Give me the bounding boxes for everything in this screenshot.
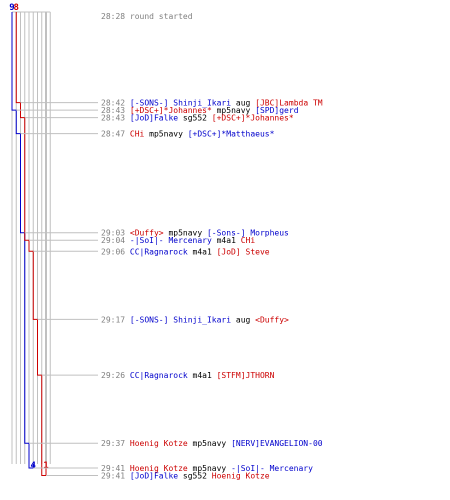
event-time: 29:26 [101,371,130,380]
event-text: Hoenig Kotze [130,439,188,448]
event-time: 29:04 [101,236,130,245]
event-row: 29:26 CC|Ragnarock m4a1 [STFM]JTHORN [101,371,275,380]
event-time: 28:42 [101,99,130,108]
event-row: 28:43 [JoD]Falke sg552 [+DSC+]*Johannes* [101,114,294,123]
red-start-count: 8 [14,3,19,13]
event-text: sg552 [178,472,212,481]
event-text: sg552 [178,114,212,123]
blue-end-count: 4 [31,461,37,471]
event-text: mp5navy [212,106,255,115]
event-text: CHi [241,236,256,245]
event-row: 29:03 <Duffy> mp5navy [-Sons-] Morpheus [101,229,289,238]
event-text: Hoenig Kotze [130,464,188,473]
event-text: [NERV]EVANGELION-00 [231,439,323,448]
event-text: Hoenig Kotze [212,472,270,481]
event-text: [-SONS-] Shinji_Ikari [130,99,231,108]
event-text: [SPD]gerd [255,106,299,115]
event-text: -|SoI|- Mercenary [231,464,313,473]
event-text: [JoD]Falke [130,114,178,123]
event-text: CC|Ragnarock [130,247,188,256]
event-text: [+DSC+]*Johannes* [212,114,294,123]
event-text: [-Sons-] Morpheus [207,229,289,238]
event-time: 29:03 [101,229,130,238]
event-time: 28:43 [101,106,130,115]
event-time: 29:41 [101,464,130,473]
event-text: mp5navy [144,130,187,139]
event-time: 29:06 [101,247,130,256]
event-row: 29:04 -|SoI|- Mercenary m4a1 CHi [101,236,255,245]
event-row: 28:42 [-SONS-] Shinji_Ikari aug [JBC]Lam… [101,99,323,108]
event-text: [+DSC+]*Matthaeus* [188,130,275,139]
event-text: <Duffy> [255,315,289,324]
event-row: 29:37 Hoenig Kotze mp5navy [NERV]EVANGEL… [101,439,323,448]
event-time: 29:41 [101,472,130,481]
event-time: 28:43 [101,114,130,123]
event-row: 28:47 CHi mp5navy [+DSC+]*Matthaeus* [101,130,275,139]
event-text: mp5navy [188,464,231,473]
event-row: 29:06 CC|Ragnarock m4a1 [JoD] Steve [101,247,270,256]
event-text: mp5navy [188,439,231,448]
kill-log: 28:28 round started 28:42 [-SONS-] Shinji… [16,12,323,481]
event-text: aug [231,99,255,108]
team-counters: 9 4 8 1 [9,3,48,471]
event-text: mp5navy [164,229,207,238]
event-text: CHi [130,130,145,139]
event-row: 29:17 [-SONS-] Shinji_Ikari aug <Duffy> [101,315,289,324]
event-text: [-SONS-] Shinji_Ikari [130,315,231,324]
event-text: [JoD]Falke [130,472,178,481]
event-text: m4a1 [188,371,217,380]
red-end-count: 1 [43,461,48,471]
event-text: <Duffy> [130,229,164,238]
event-text: [STFM]JTHORN [217,371,275,380]
event-text: [+DSC+]*Johannes* [130,106,212,115]
event-row: 29:41 Hoenig Kotze mp5navy -|SoI|- Merce… [101,464,313,473]
event-text: [JBC]Lambda TM [255,99,323,108]
event-text: [JoD] Steve [217,247,270,256]
event-time: 28:47 [101,130,130,139]
event-row: 29:41 [JoD]Falke sg552 Hoenig Kotze [101,472,270,481]
event-text: round started [130,12,193,21]
event-row: 28:28 round started [101,12,193,21]
blue-start-count: 9 [9,3,14,13]
event-row: 28:43 [+DSC+]*Johannes* mp5navy [SPD]ger… [101,106,299,115]
event-time: 28:28 [101,12,130,21]
event-text: aug [231,315,255,324]
event-text: -|SoI|- Mercenary [130,236,212,245]
event-text: m4a1 [188,247,217,256]
event-time: 29:17 [101,315,130,324]
player-count-grid [11,11,51,464]
event-time: 29:37 [101,439,130,448]
event-text: CC|Ragnarock [130,371,188,380]
blue-team-line [11,12,34,469]
event-text: m4a1 [212,236,241,245]
